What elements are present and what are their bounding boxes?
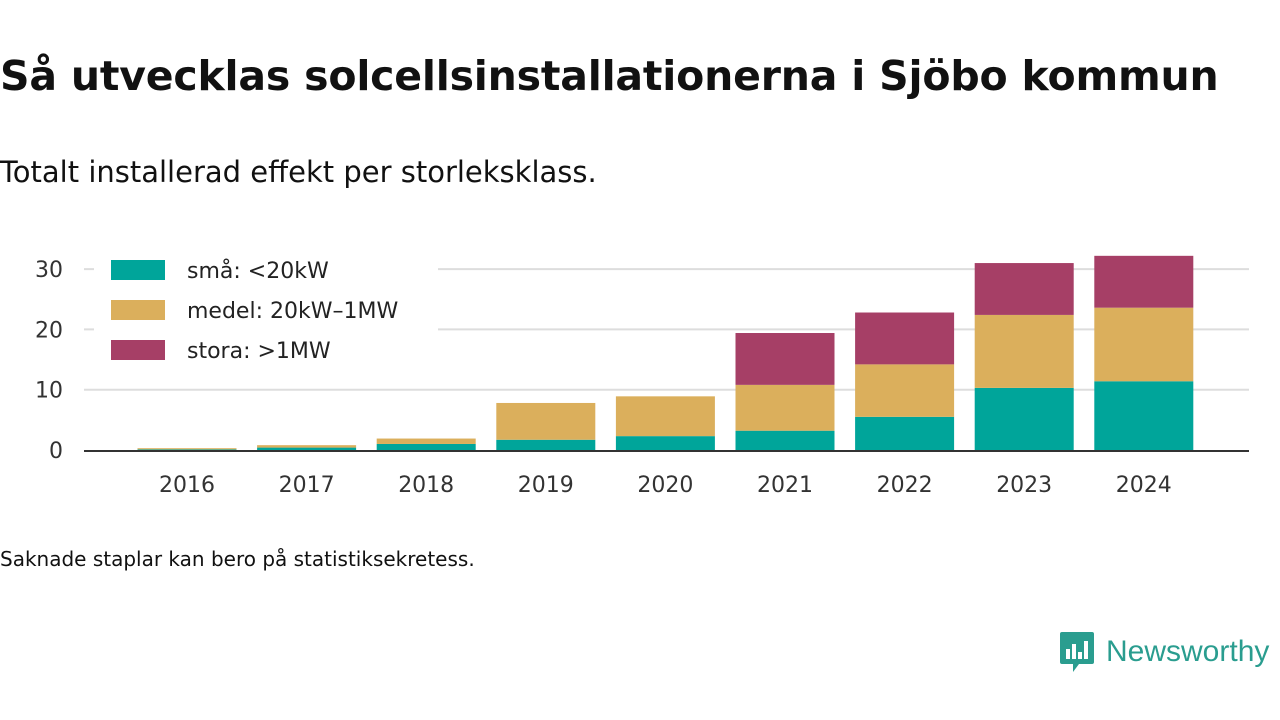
bar-segment <box>376 443 476 450</box>
x-tick-label: 2016 <box>159 473 215 498</box>
legend-label: små: <20kW <box>187 258 329 284</box>
bar-segment <box>615 436 715 450</box>
bar-segment <box>974 387 1074 450</box>
chart-title: Så utvecklas solcellsinstallationerna i … <box>0 52 1219 100</box>
bar-segment <box>1094 307 1194 382</box>
legend: små: <20kW medel: 20kW–1MW stora: >1MW <box>94 249 438 371</box>
bar-segment <box>1094 381 1194 450</box>
bar-segment <box>257 447 357 450</box>
y-tick-label: 0 <box>49 439 63 464</box>
y-tick-label: 30 <box>35 258 63 283</box>
brand-logo[interactable]: Newsworthy <box>1059 630 1269 674</box>
bar-segment <box>735 333 835 385</box>
x-tick-label: 2017 <box>279 473 335 498</box>
bar-segment <box>376 438 476 444</box>
bar-segment <box>855 416 955 450</box>
chart-subtitle: Totalt installerad effekt per storlekskl… <box>0 155 597 189</box>
x-tick-label: 2020 <box>637 473 693 498</box>
legend-swatch <box>111 300 165 320</box>
x-tick-label: 2021 <box>757 473 813 498</box>
x-tick-label: 2022 <box>877 473 933 498</box>
legend-swatch <box>111 260 165 280</box>
x-tick-label: 2018 <box>398 473 454 498</box>
axes: 0 10 20 30 2016 2017 2018 2019 2020 2021 2022 2023 2… <box>35 258 1249 498</box>
x-tick-label: 2019 <box>518 473 574 498</box>
newsworthy-chart-icon <box>1060 632 1094 672</box>
bar-segment <box>735 430 835 450</box>
bar-segment <box>735 384 835 431</box>
bar-segment <box>615 396 715 437</box>
bar-segment <box>137 448 237 450</box>
footnote: Saknade staplar kan bero på statistiksek… <box>0 547 475 571</box>
bar-segment <box>974 263 1074 315</box>
bar-segment <box>137 449 237 450</box>
bar-segment <box>496 402 596 440</box>
bar-segment <box>974 314 1074 388</box>
legend-label: stora: >1MW <box>187 339 331 364</box>
x-tick-label: 2024 <box>1116 473 1172 498</box>
brand-name: Newsworthy <box>1106 635 1270 668</box>
bars <box>137 255 1194 450</box>
legend-label: medel: 20kW–1MW <box>187 299 398 324</box>
y-tick-label: 20 <box>35 318 63 343</box>
bar-segment <box>855 364 955 417</box>
bar-segment <box>257 445 357 448</box>
y-tick-label: 10 <box>35 379 63 404</box>
bar-segment <box>496 439 596 450</box>
x-tick-label: 2023 <box>996 473 1052 498</box>
bar-segment <box>855 312 955 365</box>
bar-segment <box>1094 255 1194 308</box>
legend-swatch <box>111 340 165 360</box>
